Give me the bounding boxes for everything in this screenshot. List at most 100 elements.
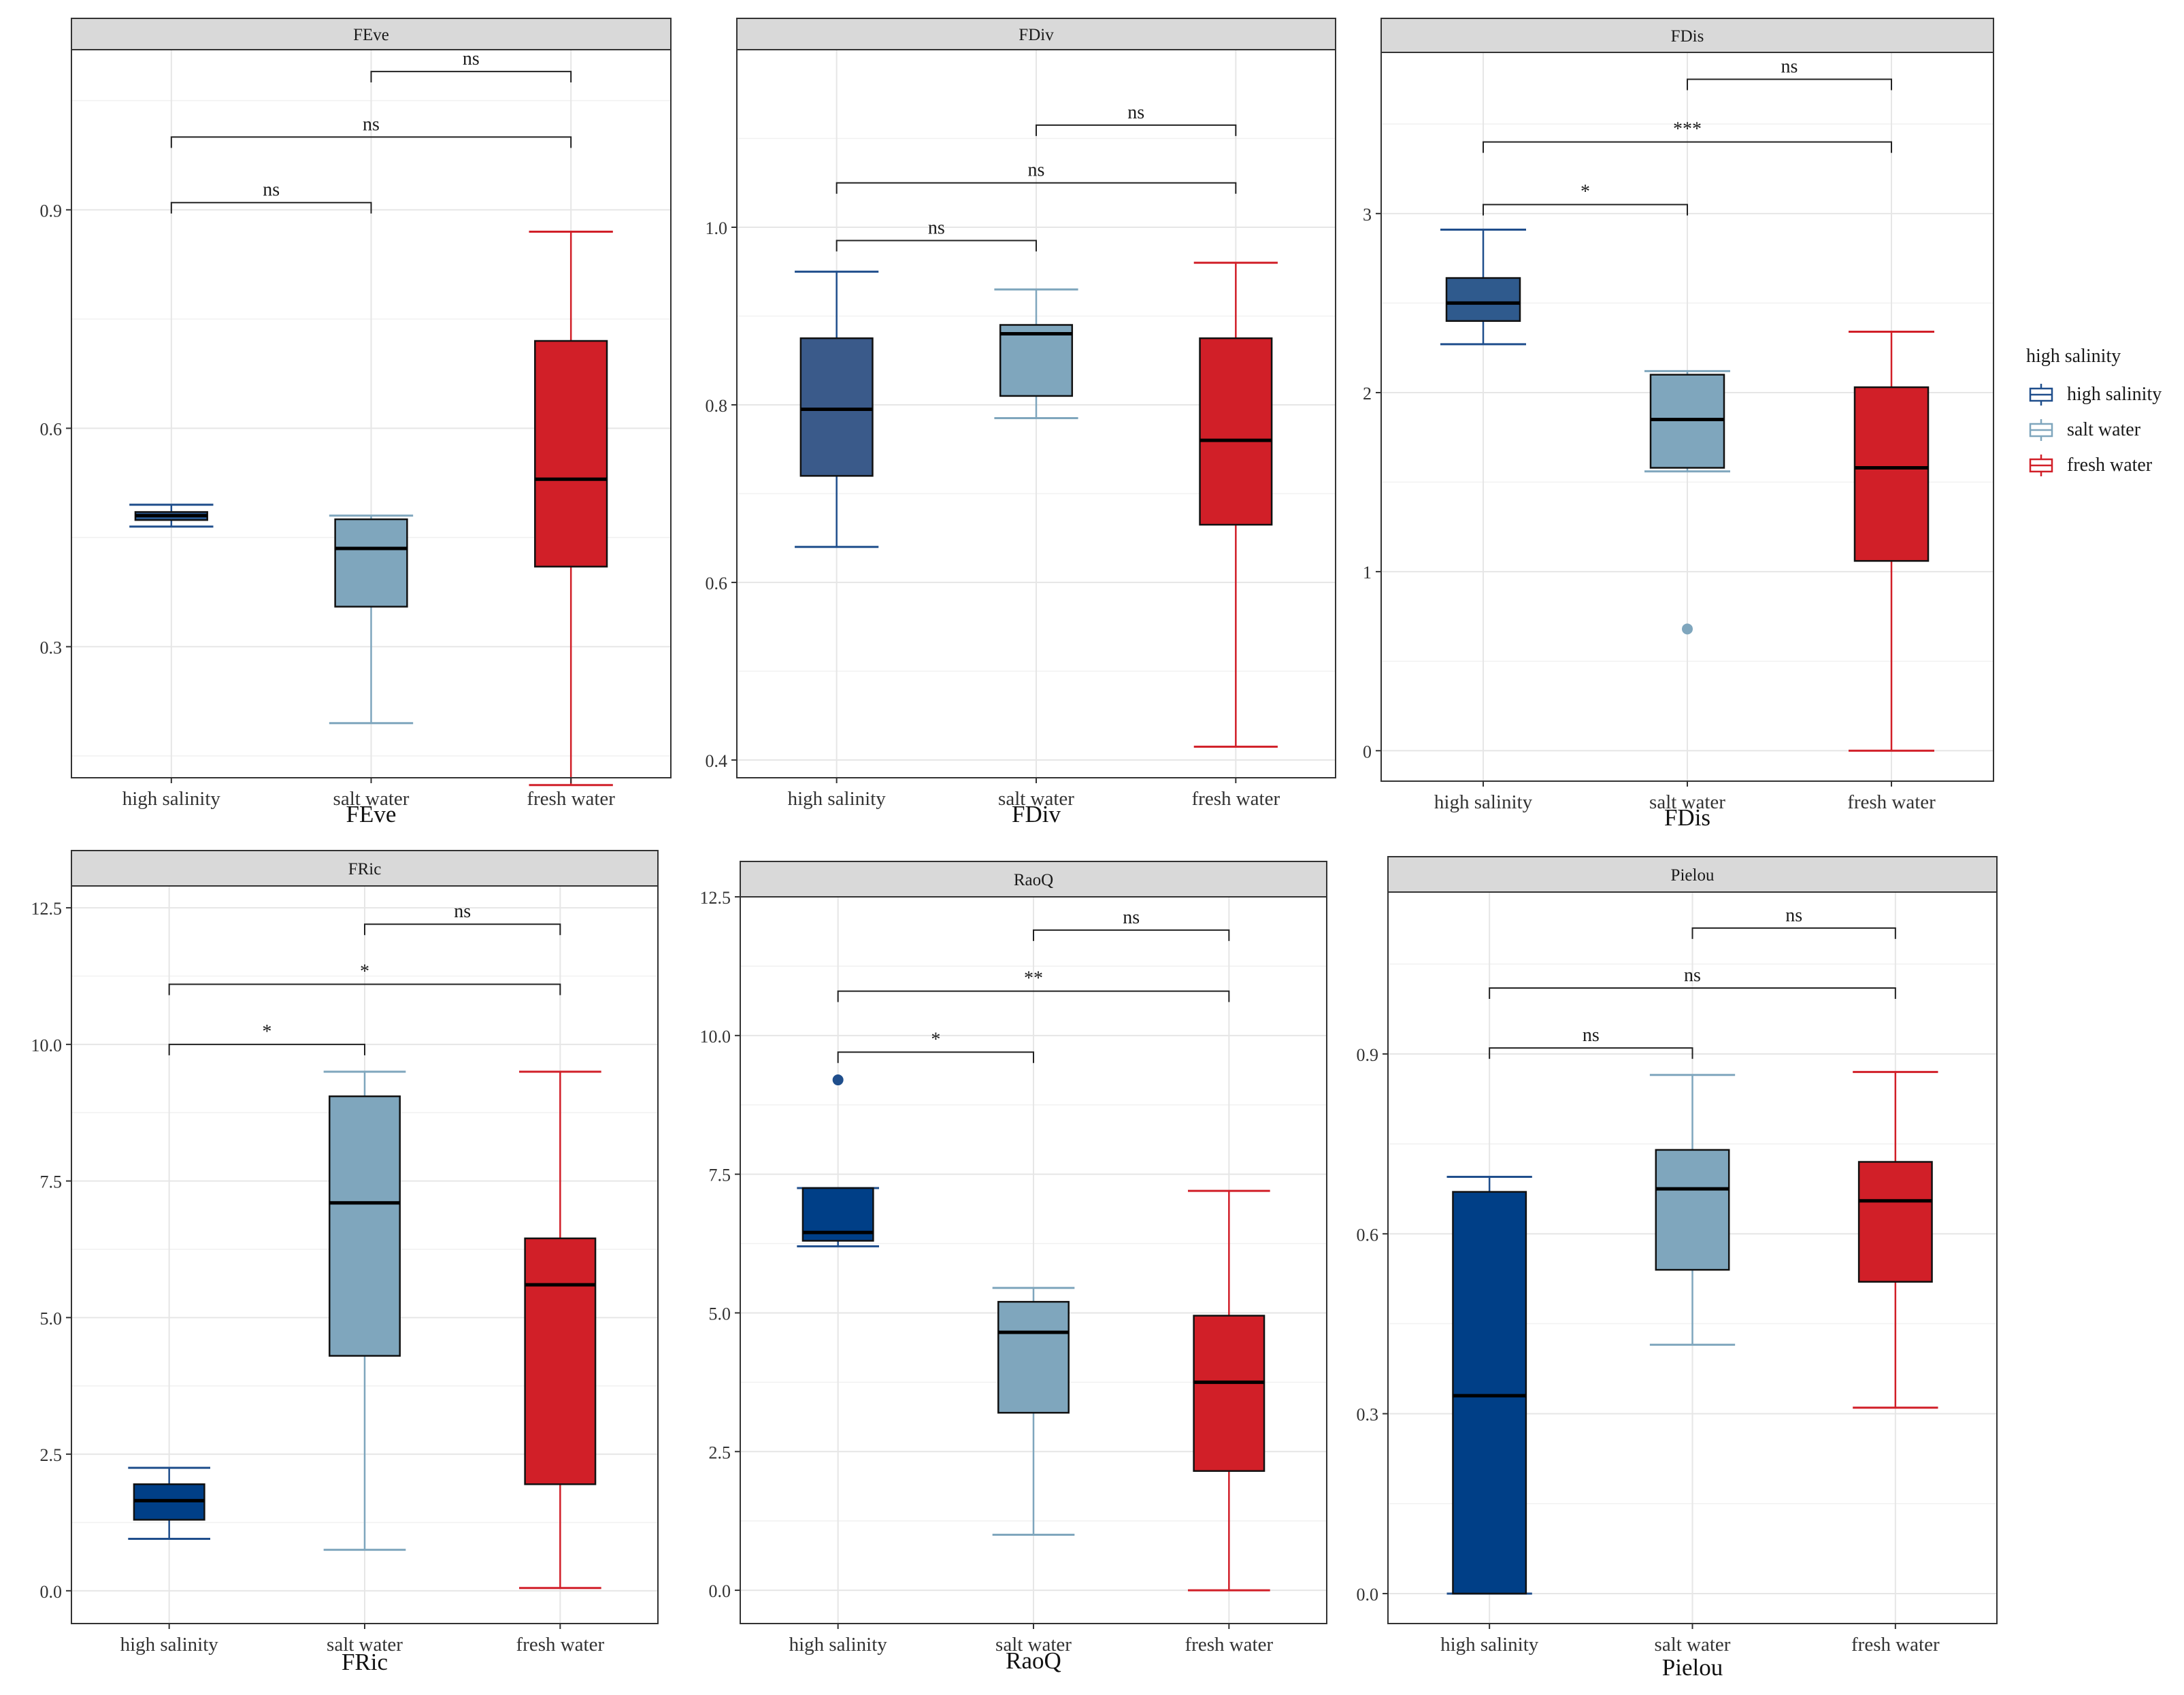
chart-panel-fric: * * ns FRic 0.0 2.5 5.0 7.5 10.0 12.5 high salinit… xyxy=(31,850,659,1675)
box-rect xyxy=(1193,1315,1265,1472)
legend-key-high-salinity xyxy=(2026,381,2056,408)
facet-strip xyxy=(1380,18,1994,53)
y-tick-label: 0.9 xyxy=(40,201,63,220)
significance-bracket: ns xyxy=(170,114,572,148)
box-fresh-water xyxy=(518,1070,601,1590)
box-rect xyxy=(524,1237,597,1485)
facet-title: FDiv xyxy=(1019,26,1054,44)
bracket-line xyxy=(837,1051,1034,1064)
x-tick-label: high salinity xyxy=(789,1634,888,1656)
significance-bracket: * xyxy=(168,961,561,995)
significance-label: ns xyxy=(1123,907,1140,928)
box-rect xyxy=(1649,374,1725,469)
x-tick-label: high salinity xyxy=(120,1634,219,1656)
legend-key-fresh-water xyxy=(2026,452,2056,479)
significance-bracket: *** xyxy=(1483,119,1892,153)
bracket-line xyxy=(1033,929,1230,941)
bracket-line xyxy=(168,983,561,995)
facet-strip xyxy=(1387,856,1998,893)
facet-title: FEve xyxy=(353,26,389,44)
box-rect xyxy=(334,518,408,608)
facet-strip xyxy=(71,850,659,887)
bracket-line xyxy=(837,990,1230,1002)
y-tick-label: 7.5 xyxy=(40,1172,63,1192)
box-high-salinity xyxy=(1440,229,1526,346)
bracket-line xyxy=(170,136,572,148)
y-tick-label: 2.5 xyxy=(709,1443,731,1462)
facet-title: FRic xyxy=(348,860,382,878)
legend-box-icon xyxy=(2029,455,2053,476)
x-tick-label: high salinity xyxy=(1440,1634,1539,1656)
significance-label: *** xyxy=(1673,119,1702,140)
x-axis-title: FRic xyxy=(342,1649,388,1675)
y-tick-label: 1.0 xyxy=(706,218,728,238)
outlier-point xyxy=(832,1074,844,1086)
box-high-salinity xyxy=(795,270,879,548)
box-high-salinity xyxy=(797,1074,880,1248)
box-high-salinity xyxy=(129,504,214,528)
bracket-line xyxy=(370,71,572,83)
x-axis-title: RaoQ xyxy=(1006,1647,1061,1674)
box-salt-water xyxy=(329,514,414,725)
bracket-line xyxy=(364,923,561,936)
significance-bracket: * xyxy=(837,1029,1034,1064)
significance-label: ns xyxy=(1127,102,1144,123)
chart-panel-pielou: ns ns ns Pielou 0.0 0.3 0.6 0.9 high salinity sal… xyxy=(1357,856,1998,1681)
y-tick-label: 5.0 xyxy=(40,1309,63,1328)
significance-bracket: ns xyxy=(1489,1025,1693,1059)
x-tick-label: salt water xyxy=(327,1634,403,1656)
box-salt-water xyxy=(994,288,1078,420)
significance-bracket: ns xyxy=(1687,56,1892,90)
facet-strip xyxy=(71,18,672,50)
y-tick-label: 3 xyxy=(1363,205,1372,225)
facet-strip xyxy=(740,861,1327,898)
y-tick-label: 0.6 xyxy=(1357,1225,1379,1245)
bracket-line xyxy=(1489,987,1896,999)
facet-title: RaoQ xyxy=(1014,871,1053,889)
y-tick-label: 2 xyxy=(1363,384,1372,404)
legend-item-salt-water: salt water xyxy=(2026,412,2179,448)
y-tick-label: 0.0 xyxy=(709,1581,731,1601)
legend-box-icon xyxy=(2029,419,2053,441)
x-axis-title: FDiv xyxy=(1012,801,1061,827)
box-salt-water xyxy=(1649,1074,1736,1346)
x-tick-label: salt water xyxy=(333,788,410,810)
x-tick-label: high salinity xyxy=(1434,791,1533,813)
box-rect xyxy=(997,1300,1070,1414)
y-tick-label: 10.0 xyxy=(700,1027,731,1047)
box-high-salinity xyxy=(128,1466,211,1541)
significance-label: ns xyxy=(1583,1025,1600,1046)
x-axis-title: FEve xyxy=(346,801,397,827)
box-fresh-water xyxy=(529,231,613,787)
bracket-line xyxy=(1687,78,1892,90)
x-tick-label: fresh water xyxy=(527,788,615,810)
significance-label: ns xyxy=(1028,160,1045,181)
y-tick-label: 0.8 xyxy=(706,396,728,416)
x-tick-label: salt water xyxy=(998,788,1074,810)
significance-label: ns xyxy=(1781,56,1798,77)
box-fresh-water xyxy=(1853,1070,1938,1409)
facet-strip xyxy=(736,18,1336,50)
legend-label: high salinity xyxy=(2067,384,2162,405)
significance-label: ns xyxy=(454,901,471,922)
y-tick-label: 7.5 xyxy=(709,1166,731,1185)
x-axis-title: FDis xyxy=(1664,804,1710,831)
significance-bracket: ** xyxy=(837,968,1230,1002)
legend-label: fresh water xyxy=(2067,455,2153,476)
significance-label: ns xyxy=(263,180,280,201)
box-rect xyxy=(329,1095,401,1357)
y-tick-label: 12.5 xyxy=(700,888,731,908)
box-rect xyxy=(1853,386,1930,562)
legend-title: high salinity xyxy=(2026,346,2121,367)
bracket-line xyxy=(1036,124,1237,136)
y-tick-label: 2.5 xyxy=(40,1445,63,1465)
y-tick-label: 0.4 xyxy=(706,751,728,771)
y-tick-label: 0.6 xyxy=(40,419,63,439)
box-high-salinity xyxy=(1446,1176,1532,1595)
significance-bracket: ns xyxy=(370,48,572,83)
significance-bracket: ns xyxy=(835,160,1237,194)
x-tick-label: fresh water xyxy=(516,1634,605,1656)
